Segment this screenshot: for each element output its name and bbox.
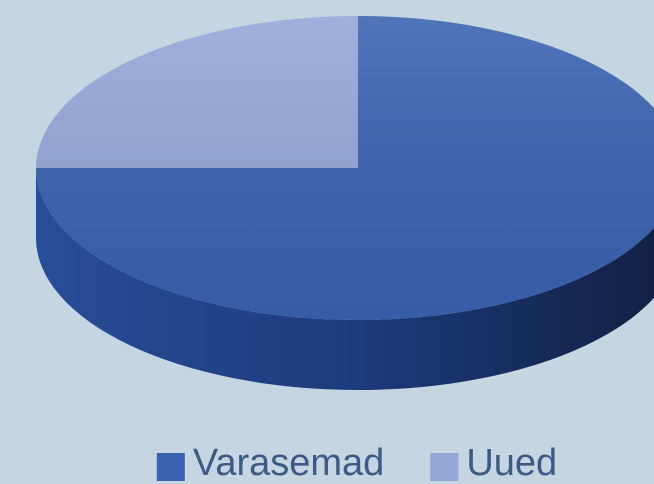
legend-swatch: [156, 453, 185, 481]
legend-swatch: [430, 453, 459, 481]
legend-label: Uued: [466, 442, 557, 484]
legend: Varasemad Uued: [156, 442, 557, 484]
pie-shine: [36, 16, 654, 320]
legend-label: Varasemad: [193, 442, 385, 484]
pie: [36, 16, 654, 390]
pie-side: [36, 168, 654, 390]
